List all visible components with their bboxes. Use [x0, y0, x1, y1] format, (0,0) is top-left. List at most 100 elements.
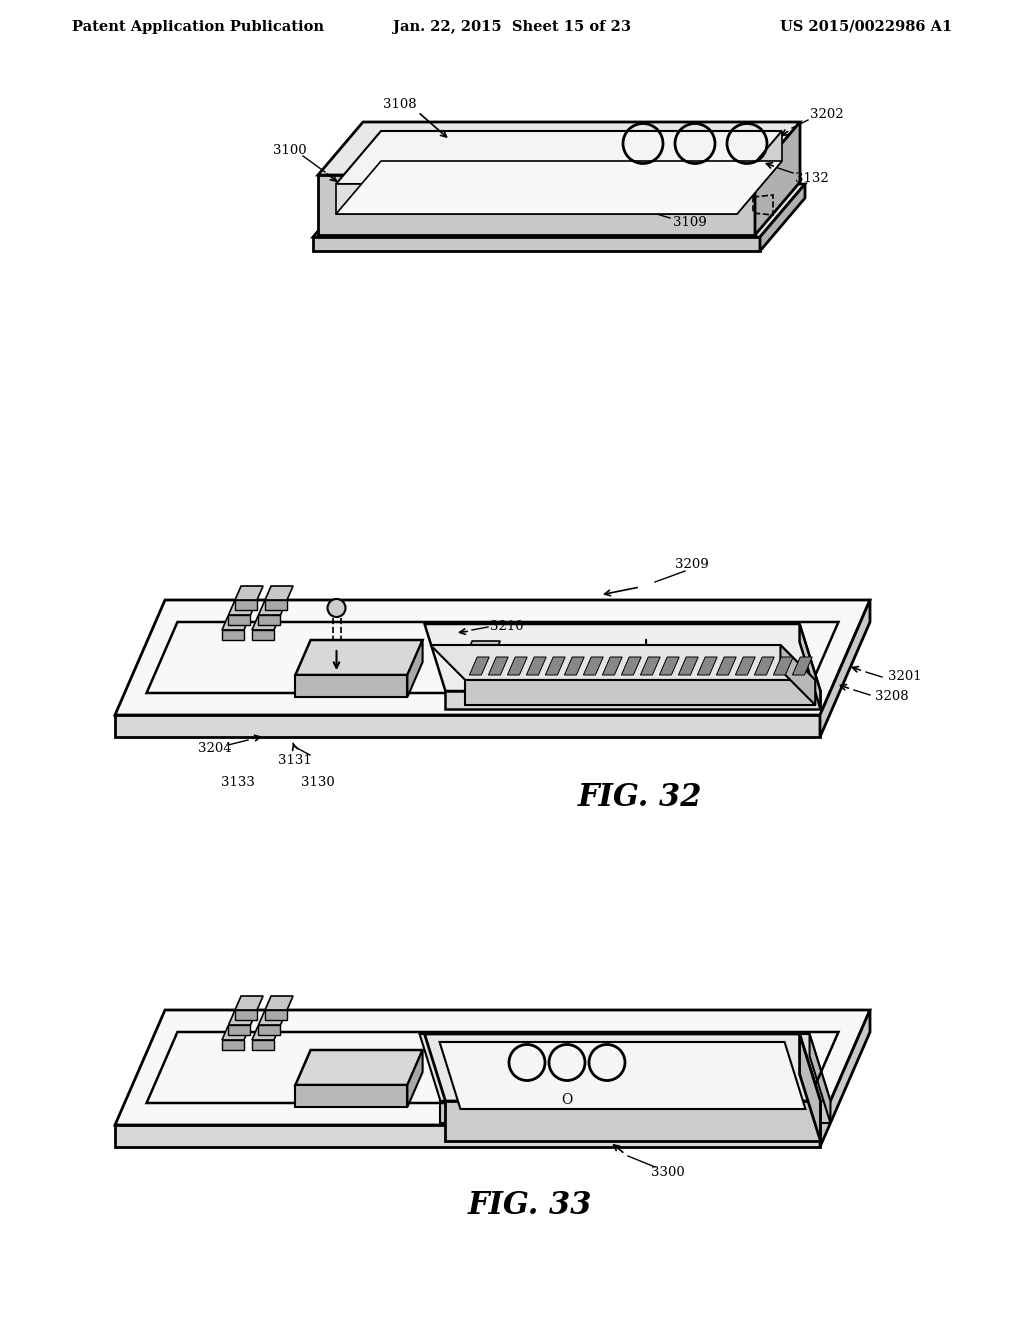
Polygon shape — [265, 1010, 287, 1020]
Polygon shape — [439, 1041, 806, 1109]
Polygon shape — [318, 176, 755, 235]
Circle shape — [328, 599, 345, 616]
Polygon shape — [258, 601, 287, 615]
Polygon shape — [820, 1010, 870, 1147]
Polygon shape — [228, 601, 257, 615]
Text: 3100: 3100 — [273, 144, 307, 157]
Polygon shape — [678, 657, 698, 675]
Polygon shape — [222, 616, 250, 630]
Polygon shape — [659, 657, 679, 675]
Polygon shape — [115, 1125, 820, 1147]
Polygon shape — [810, 1034, 830, 1123]
Polygon shape — [466, 642, 500, 655]
Polygon shape — [780, 645, 815, 705]
Polygon shape — [222, 630, 244, 640]
Polygon shape — [440, 1101, 830, 1123]
Text: Patent Application Publication: Patent Application Publication — [72, 20, 324, 34]
Text: 3210: 3210 — [490, 620, 523, 634]
Polygon shape — [295, 1049, 423, 1085]
Polygon shape — [735, 657, 756, 675]
Polygon shape — [265, 601, 287, 610]
Text: US 2015/0022986 A1: US 2015/0022986 A1 — [779, 20, 952, 34]
Polygon shape — [252, 1040, 274, 1049]
Polygon shape — [800, 1034, 820, 1140]
Polygon shape — [408, 1049, 423, 1107]
Polygon shape — [234, 586, 263, 601]
Text: 3204: 3204 — [199, 742, 231, 755]
Polygon shape — [773, 657, 794, 675]
Polygon shape — [295, 675, 408, 697]
Polygon shape — [602, 657, 623, 675]
Polygon shape — [318, 121, 800, 176]
Text: FIG. 32: FIG. 32 — [578, 783, 702, 813]
Text: 3201: 3201 — [888, 671, 922, 684]
Text: 3300: 3300 — [651, 1166, 685, 1179]
Polygon shape — [717, 657, 736, 675]
Text: 3132: 3132 — [795, 172, 828, 185]
Text: 3209: 3209 — [675, 558, 709, 572]
Polygon shape — [622, 657, 641, 675]
Polygon shape — [336, 131, 782, 183]
Polygon shape — [425, 1034, 820, 1101]
Polygon shape — [755, 121, 800, 235]
Polygon shape — [800, 624, 820, 709]
Polygon shape — [488, 657, 508, 675]
Polygon shape — [234, 1010, 257, 1020]
Text: Jan. 22, 2015  Sheet 15 of 23: Jan. 22, 2015 Sheet 15 of 23 — [393, 20, 631, 34]
Polygon shape — [445, 1101, 820, 1140]
Polygon shape — [234, 997, 263, 1010]
Polygon shape — [295, 1085, 408, 1107]
Text: 3202: 3202 — [810, 108, 844, 121]
Polygon shape — [526, 657, 546, 675]
Polygon shape — [336, 183, 737, 214]
Polygon shape — [737, 131, 782, 214]
Polygon shape — [469, 657, 489, 675]
Polygon shape — [445, 690, 820, 709]
Polygon shape — [228, 615, 251, 624]
Polygon shape — [820, 601, 870, 737]
Text: 3208: 3208 — [874, 689, 908, 702]
Polygon shape — [115, 715, 820, 737]
Polygon shape — [234, 601, 257, 610]
Text: 3108: 3108 — [383, 99, 417, 111]
Polygon shape — [546, 657, 565, 675]
Polygon shape — [793, 657, 812, 675]
Polygon shape — [222, 1040, 244, 1049]
Polygon shape — [313, 183, 805, 238]
Polygon shape — [258, 1026, 281, 1035]
Polygon shape — [222, 1026, 250, 1040]
Polygon shape — [228, 1011, 257, 1026]
Polygon shape — [258, 1011, 287, 1026]
Polygon shape — [640, 657, 660, 675]
Polygon shape — [336, 161, 782, 214]
Polygon shape — [465, 680, 815, 705]
Polygon shape — [507, 657, 527, 675]
Polygon shape — [425, 624, 820, 690]
Polygon shape — [115, 601, 870, 715]
Polygon shape — [228, 1026, 251, 1035]
Polygon shape — [584, 657, 603, 675]
Polygon shape — [408, 640, 423, 697]
Polygon shape — [430, 645, 815, 680]
Polygon shape — [252, 630, 274, 640]
Polygon shape — [258, 615, 281, 624]
Polygon shape — [313, 238, 760, 251]
Polygon shape — [466, 655, 495, 665]
Polygon shape — [760, 183, 805, 251]
Polygon shape — [295, 640, 423, 675]
Polygon shape — [252, 616, 280, 630]
Text: 3131: 3131 — [279, 754, 312, 767]
Text: FIG. 33: FIG. 33 — [468, 1189, 592, 1221]
Polygon shape — [697, 657, 717, 675]
Polygon shape — [252, 1026, 280, 1040]
Polygon shape — [265, 586, 293, 601]
Text: O: O — [561, 1093, 572, 1107]
Polygon shape — [265, 997, 293, 1010]
Text: 3109: 3109 — [673, 216, 707, 230]
Polygon shape — [115, 1010, 870, 1125]
Text: 3133: 3133 — [221, 776, 255, 788]
Text: 3130: 3130 — [301, 776, 335, 788]
Polygon shape — [564, 657, 585, 675]
Polygon shape — [755, 657, 774, 675]
Polygon shape — [420, 1034, 830, 1101]
